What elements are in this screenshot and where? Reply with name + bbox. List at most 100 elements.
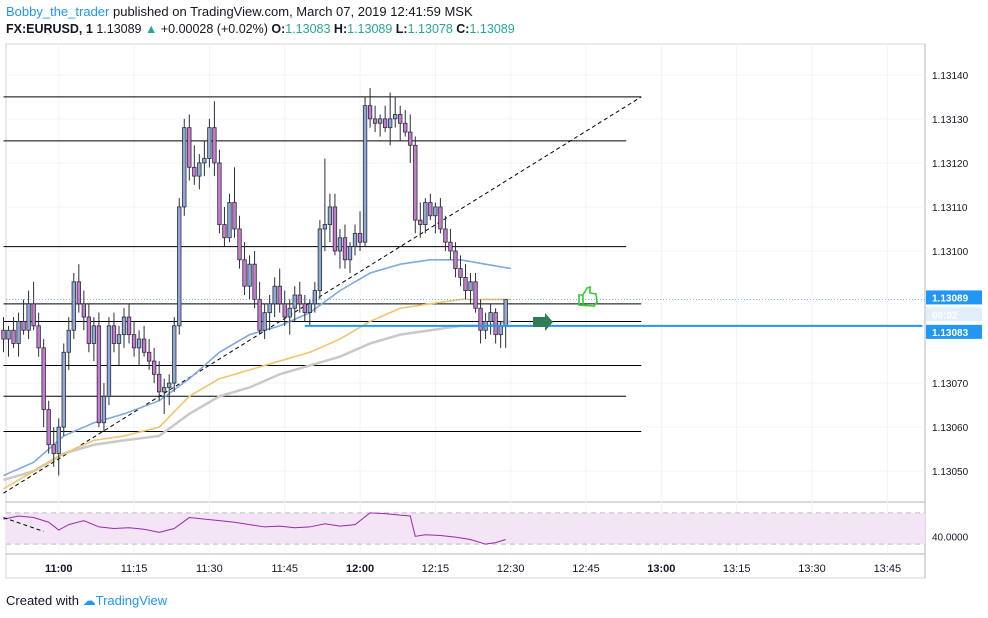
candle-body-98 bbox=[493, 312, 498, 336]
candle-body-39 bbox=[197, 162, 202, 177]
candle-body-15 bbox=[76, 281, 81, 305]
candle-body-64 bbox=[322, 224, 328, 230]
candle-body-29 bbox=[146, 351, 152, 362]
rsi-pane: 40.0000 bbox=[3, 512, 969, 545]
created-with-label: Created with bbox=[6, 593, 79, 608]
price-tags: 1.13089 00:02 1.13083 bbox=[926, 290, 982, 339]
author-link[interactable]: Bobby_the_trader bbox=[6, 4, 110, 19]
time-tick-2: 11:30 bbox=[196, 563, 223, 575]
price-tick-2: 1.13120 bbox=[932, 159, 969, 170]
open-label: O: bbox=[271, 22, 286, 36]
close-value: 1.13089 bbox=[469, 22, 515, 36]
candle-body-14 bbox=[71, 281, 76, 331]
price-tick-6: 1.13060 bbox=[932, 423, 969, 434]
tradingview-link[interactable]: TradingView bbox=[95, 593, 168, 608]
ma-slow-line bbox=[3, 320, 511, 482]
trend-line bbox=[3, 96, 642, 494]
candle-body-51 bbox=[257, 299, 262, 331]
rsi-line bbox=[3, 512, 506, 545]
close-label: C: bbox=[456, 22, 470, 36]
trend-line-lower bbox=[3, 517, 44, 532]
candle-body-80 bbox=[403, 122, 408, 133]
candle-body-12 bbox=[61, 351, 66, 428]
candle-body-22 bbox=[111, 325, 117, 344]
rsi-band bbox=[6, 512, 925, 545]
candle-body-82 bbox=[413, 144, 418, 221]
candle-body-41 bbox=[207, 127, 212, 159]
candle-body-3 bbox=[16, 321, 21, 344]
candle-body-23 bbox=[116, 334, 122, 344]
candle-body-4 bbox=[21, 321, 26, 331]
price-tag-2: 1.13083 bbox=[932, 328, 969, 339]
time-tick-10: 13:30 bbox=[798, 563, 826, 575]
price-axis-ticks: 1.13140 1.13130 1.13120 1.13110 1.13100 1.130… bbox=[932, 71, 969, 478]
candle-body-56 bbox=[282, 303, 287, 318]
candle-body-65 bbox=[327, 206, 333, 225]
time-tick-6: 12:30 bbox=[497, 563, 525, 575]
chart-frame bbox=[5, 43, 926, 579]
candle-body-34 bbox=[172, 325, 177, 384]
publish-info: Bobby_the_trader published on TradingVie… bbox=[6, 4, 473, 19]
candle-body-72 bbox=[362, 105, 368, 243]
candle-body-16 bbox=[81, 303, 86, 318]
candle-body-89 bbox=[448, 241, 453, 252]
candle-body-28 bbox=[141, 338, 147, 353]
time-tick-9: 13:15 bbox=[723, 563, 751, 575]
trend-lines[interactable] bbox=[3, 96, 642, 532]
candle-body-86 bbox=[433, 206, 438, 217]
candle-body-24 bbox=[121, 316, 127, 336]
candle-body-50 bbox=[252, 263, 257, 300]
price-tag-bg-1 bbox=[926, 307, 982, 322]
price-tag-0: 1.13089 bbox=[932, 293, 969, 304]
high-value: 1.13089 bbox=[347, 22, 393, 36]
candle-body-59 bbox=[297, 294, 302, 305]
candle-body-76 bbox=[382, 118, 388, 129]
candle-body-53 bbox=[267, 303, 272, 314]
candle-body-7 bbox=[36, 325, 41, 349]
candle-body-36 bbox=[182, 127, 187, 208]
candle-body-95 bbox=[478, 307, 483, 331]
low-value: 1.13078 bbox=[407, 22, 453, 36]
candle-body-30 bbox=[151, 360, 157, 375]
tradingview-logo-icon: ☁ bbox=[82, 593, 96, 608]
candle-body-10 bbox=[51, 444, 56, 454]
candle-body-85 bbox=[428, 202, 433, 217]
candle-body-84 bbox=[423, 202, 428, 225]
candle-body-21 bbox=[106, 325, 112, 397]
time-tick-8: 13:00 bbox=[647, 563, 675, 575]
candle-body-54 bbox=[272, 285, 277, 305]
green-arrow-icon bbox=[533, 313, 553, 331]
low-label: L: bbox=[395, 22, 408, 36]
candle-body-45 bbox=[227, 202, 232, 239]
candle-body-52 bbox=[262, 312, 267, 331]
candle-body-38 bbox=[192, 166, 197, 177]
candle-body-18 bbox=[91, 325, 97, 344]
symbol-label: FX:EURUSD, 1 bbox=[6, 22, 93, 36]
candle-body-13 bbox=[66, 329, 71, 353]
blue-level-line[interactable] bbox=[6, 299, 925, 327]
candle-body-42 bbox=[212, 127, 217, 164]
time-tick-4: 12:00 bbox=[346, 563, 374, 575]
candle-body-63 bbox=[317, 228, 323, 292]
candle-body-60 bbox=[302, 303, 307, 314]
candle-body-83 bbox=[418, 219, 423, 225]
candle-body-68 bbox=[342, 237, 348, 261]
candle-body-37 bbox=[187, 127, 192, 168]
candle-body-61 bbox=[307, 303, 312, 314]
price-tick-3: 1.13110 bbox=[932, 203, 968, 214]
candle-body-88 bbox=[443, 228, 448, 243]
candle-body-46 bbox=[232, 202, 237, 230]
candle-body-78 bbox=[393, 114, 398, 120]
candle-body-40 bbox=[202, 158, 207, 164]
candle-body-31 bbox=[157, 373, 162, 393]
footer: Created with ☁TradingView bbox=[6, 593, 167, 609]
candle-body-6 bbox=[31, 303, 36, 327]
price-tag-1: 00:02 bbox=[932, 310, 958, 321]
candle-body-79 bbox=[398, 114, 403, 124]
price-tick-1: 1.13130 bbox=[932, 115, 969, 126]
candle-body-100 bbox=[503, 299, 508, 327]
candle-body-92 bbox=[463, 277, 468, 292]
candle-body-27 bbox=[136, 338, 142, 349]
high-label: H: bbox=[333, 22, 348, 36]
